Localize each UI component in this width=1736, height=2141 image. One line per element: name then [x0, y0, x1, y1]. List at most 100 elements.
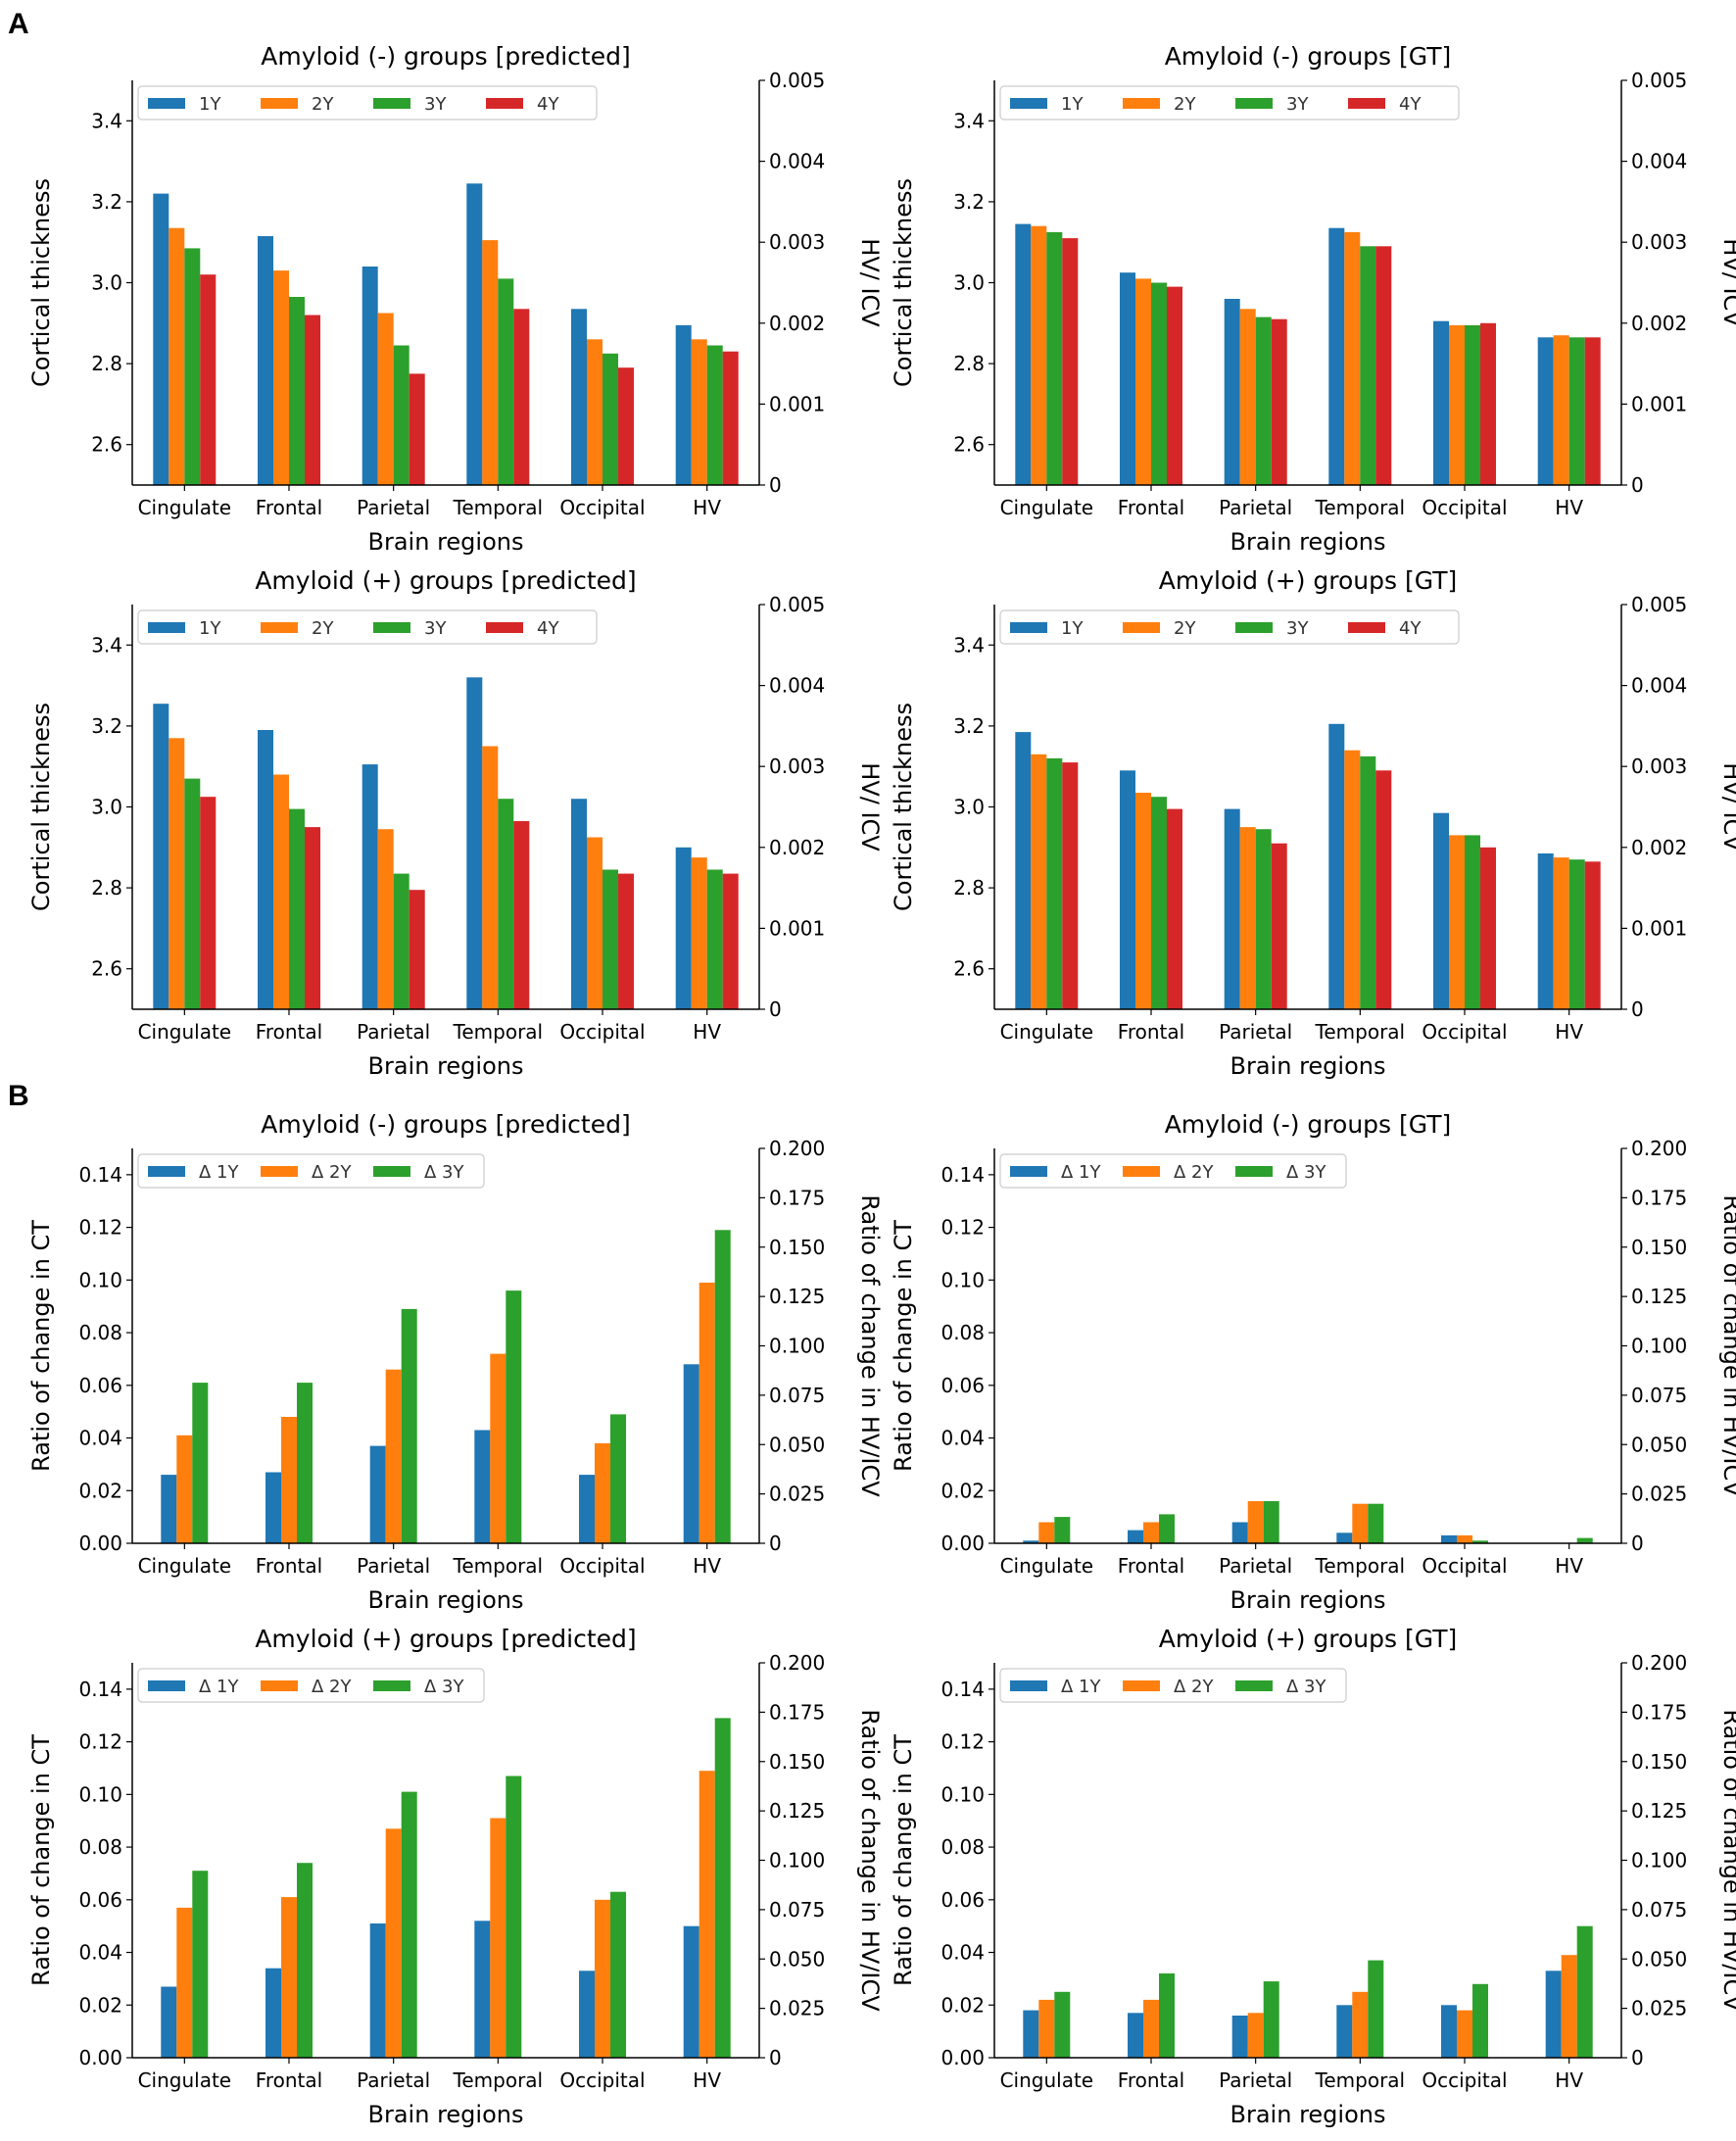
legend-label: Δ 1Y	[199, 1162, 239, 1183]
bar-1Y-hv	[1537, 337, 1554, 485]
y2-axis-label: HV/ ICV	[856, 238, 884, 327]
bar-1Y-frontal	[265, 1968, 281, 2058]
y2-tick-label: 0.050	[1631, 1433, 1687, 1456]
y-tick-label: 0.12	[78, 1216, 122, 1240]
x-tick-label: Temporal	[1315, 1020, 1406, 1044]
y2-tick-label: 0.075	[1631, 1898, 1687, 1922]
y-tick-label: 3.4	[91, 633, 122, 657]
y-tick-label: 2.8	[953, 876, 985, 900]
y-axis-label: Cortical thickness	[890, 178, 917, 387]
legend-label: Δ 3Y	[1286, 1677, 1326, 1697]
bar-1Y-hv	[675, 324, 692, 485]
y2-tick-label: 0.125	[769, 1799, 825, 1823]
x-tick-label: Frontal	[256, 2068, 322, 2092]
x-tick-label: Occipital	[559, 2068, 645, 2092]
legend-label: Δ 1Y	[1061, 1162, 1101, 1183]
x-tick-label: Frontal	[256, 496, 322, 519]
legend-label: 4Y	[1399, 618, 1422, 639]
y2-tick-label: 0.100	[1631, 1335, 1687, 1358]
legend	[137, 1153, 485, 1189]
legend-swatch-4Y	[486, 622, 523, 633]
bar-4Y-parietal	[1271, 843, 1287, 1009]
bar-3Y-frontal	[289, 297, 305, 485]
bar-1Y-temporal	[474, 1921, 491, 2058]
panel-label-b: B	[8, 1080, 29, 1112]
legend-swatch-3Y	[373, 98, 410, 109]
chart-title: Amyloid (+) groups [predicted]	[255, 566, 636, 595]
bar-2Y-temporal	[490, 1353, 506, 1543]
y2-tick-label: 0.075	[769, 1898, 825, 1922]
x-tick-label: HV	[693, 1554, 721, 1578]
y2-tick-label: 0	[769, 998, 782, 1021]
y-tick-label: 0.10	[940, 1782, 985, 1806]
legend-label: 2Y	[312, 94, 334, 115]
legend-label: 3Y	[424, 618, 447, 639]
y-tick-label: 0.08	[940, 1321, 985, 1344]
legend-swatch-1Y	[1010, 1166, 1047, 1177]
bar-4Y-cingulate	[1062, 238, 1079, 485]
x-tick-label: Parietal	[357, 496, 430, 519]
bar-2Y-parietal	[385, 1828, 402, 2058]
bar-2Y-frontal	[1143, 1999, 1159, 2058]
bar-1Y-temporal	[474, 1430, 491, 1543]
bar-2Y-temporal	[482, 240, 499, 485]
y2-tick-label: 0.004	[769, 674, 825, 698]
x-tick-label: Occipital	[1422, 496, 1507, 519]
y2-tick-label: 0.200	[1631, 1137, 1687, 1160]
y-tick-label: 0.00	[940, 2046, 985, 2069]
legend-swatch-2Y	[261, 1680, 298, 1691]
bar-1Y-cingulate	[161, 1986, 177, 2058]
y2-tick-label: 0.005	[769, 69, 825, 92]
bar-4Y-frontal	[305, 827, 320, 1009]
bar-2Y-parietal	[377, 829, 394, 1009]
x-tick-label: Cingulate	[1000, 2068, 1094, 2092]
bar-3Y-hv	[1568, 337, 1585, 485]
bar-1Y-hv	[675, 847, 692, 1009]
bar-3Y-occipital	[603, 869, 618, 1009]
y2-tick-label: 0.002	[1631, 836, 1687, 859]
bar-2Y-parietal	[1239, 309, 1256, 485]
bar-4Y-occipital	[618, 873, 634, 1009]
bar-3Y-parietal	[1255, 316, 1272, 485]
bar-1Y-parietal	[1224, 299, 1240, 485]
bar-3Y-hv	[1576, 1925, 1593, 2058]
chart-title: Amyloid (+) groups [GT]	[1159, 566, 1458, 595]
bar-2Y-temporal	[1344, 750, 1361, 1009]
bar-1Y-parietal	[1231, 2016, 1248, 2058]
bar-3Y-temporal	[1360, 755, 1376, 1009]
bar-1Y-frontal	[1120, 770, 1135, 1009]
x-tick-label: Cingulate	[138, 1554, 232, 1578]
bar-2Y-hv	[691, 857, 707, 1009]
x-tick-label: HV	[693, 1020, 721, 1044]
x-tick-label: HV	[1555, 496, 1583, 519]
x-axis-label: Brain regions	[1230, 1052, 1386, 1080]
bar-1Y-frontal	[1128, 2013, 1143, 2058]
y-tick-label: 0.02	[78, 1479, 122, 1502]
bar-1Y-frontal	[265, 1472, 281, 1543]
bar-2Y-occipital	[595, 1899, 610, 2058]
legend-swatch-1Y	[148, 622, 185, 633]
legend-swatch-2Y	[261, 98, 298, 109]
bar-1Y-parietal	[1231, 1522, 1248, 1543]
y-tick-label: 0.06	[940, 1888, 985, 1912]
x-tick-label: Frontal	[1118, 1020, 1184, 1044]
bar-4Y-parietal	[409, 373, 425, 485]
bar-1Y-hv	[683, 1925, 699, 2058]
bar-1Y-occipital	[1433, 812, 1449, 1009]
chart-title: Amyloid (-) groups [predicted]	[261, 1110, 630, 1139]
y2-tick-label: 0.002	[1631, 312, 1687, 335]
bar-3Y-cingulate	[192, 1383, 209, 1543]
x-tick-label: Temporal	[1315, 496, 1406, 519]
x-tick-label: Cingulate	[1000, 1554, 1094, 1578]
bar-4Y-cingulate	[200, 797, 217, 1009]
bar-3Y-parietal	[1263, 1981, 1279, 2058]
bar-2Y-frontal	[273, 270, 289, 485]
y-tick-label: 0.00	[940, 1532, 985, 1555]
legend	[999, 609, 1460, 645]
chart-5: Amyloid (-) groups [predicted] 0.00 0.02 0.…	[27, 1110, 884, 1614]
chart-6: Amyloid (-) groups [GT] 0.00 0.02 0.04 0.06 0…	[890, 1110, 1736, 1614]
y2-tick-label: 0	[769, 473, 782, 497]
y2-tick-label: 0.050	[1631, 1947, 1687, 1971]
y2-tick-label: 0	[769, 2046, 782, 2069]
bar-3Y-parietal	[401, 1791, 417, 2058]
